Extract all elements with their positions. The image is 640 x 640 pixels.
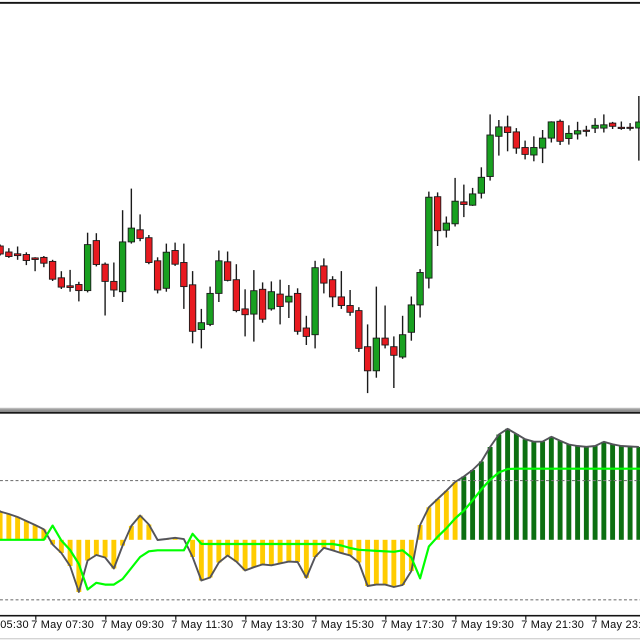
svg-text:7 May 17:30: 7 May 17:30 <box>381 619 444 631</box>
svg-text:7 May 19:30: 7 May 19:30 <box>451 619 514 631</box>
svg-text:7 May 23:30: 7 May 23:30 <box>591 619 640 631</box>
svg-text:7 May 11:30: 7 May 11:30 <box>171 619 233 631</box>
svg-text:7 May 13:30: 7 May 13:30 <box>241 619 304 631</box>
svg-text:7 May 09:30: 7 May 09:30 <box>101 619 164 631</box>
svg-text:05:30: 05:30 <box>0 619 29 631</box>
svg-text:7 May 21:30: 7 May 21:30 <box>521 619 584 631</box>
svg-text:7 May 15:30: 7 May 15:30 <box>311 619 374 631</box>
svg-text:7 May 07:30: 7 May 07:30 <box>31 619 94 631</box>
